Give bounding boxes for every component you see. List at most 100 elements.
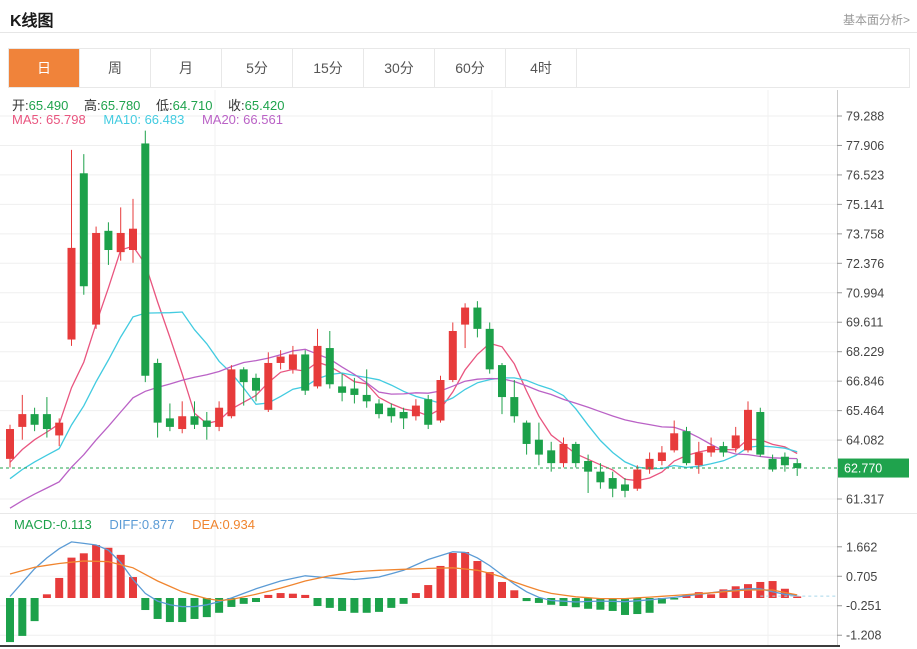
candle [104, 230, 113, 251]
candles [6, 130, 802, 498]
last-price-label: 62.770 [844, 462, 882, 476]
tab-5分[interactable]: 5分 [222, 49, 293, 87]
candle [522, 422, 531, 444]
candle [645, 458, 654, 470]
macd-bar [584, 598, 593, 609]
candle [498, 365, 506, 398]
ma10-legend: MA10: 66.483 [103, 112, 185, 127]
macd-bar [252, 598, 260, 603]
candle [387, 407, 396, 417]
macd-bar [338, 598, 347, 611]
candle [793, 463, 802, 469]
last-price-tag: 62.770 [838, 458, 909, 478]
macd-bar [92, 544, 101, 598]
candle [510, 397, 519, 417]
candle [227, 369, 236, 417]
macd-bar [313, 598, 322, 607]
axis-label: 65.464 [846, 404, 884, 418]
tab-周[interactable]: 周 [80, 49, 151, 87]
candle [608, 478, 617, 489]
macd-bar [461, 552, 470, 598]
candle [744, 409, 752, 451]
macd-bar [215, 598, 224, 613]
axis-label: 0.705 [846, 570, 877, 584]
open-label: 开: [12, 98, 29, 113]
macd-bar [288, 593, 297, 598]
tab-30分[interactable]: 30分 [364, 49, 435, 87]
candle [584, 460, 593, 472]
macd-bar [350, 598, 359, 613]
candle [780, 456, 789, 466]
candle [559, 443, 568, 464]
macd-bar [645, 598, 654, 613]
candle [534, 439, 543, 455]
macd-bar [387, 598, 396, 608]
tab-15分[interactable]: 15分 [293, 49, 364, 87]
axis-label: 75.141 [846, 198, 884, 212]
macd-bar [79, 553, 88, 598]
axis-label: 72.376 [846, 257, 884, 271]
axis-label: 70.994 [846, 286, 884, 300]
tab-日[interactable]: 日 [9, 49, 80, 87]
tab-月[interactable]: 月 [151, 49, 222, 87]
tab-60分[interactable]: 60分 [435, 49, 506, 87]
header-divider [0, 32, 917, 33]
candle [153, 362, 162, 423]
candle [719, 446, 728, 453]
macd-bar [621, 598, 629, 615]
candle [239, 369, 248, 383]
candle [338, 386, 347, 393]
macd-bar [276, 593, 285, 598]
axis-label: 76.523 [846, 168, 884, 182]
candle [202, 420, 211, 427]
axis-label: 79.288 [846, 110, 884, 124]
candle [375, 403, 383, 415]
axis-label: 69.611 [846, 316, 883, 330]
macd-bar [239, 598, 248, 604]
candle [116, 232, 125, 253]
candle [18, 414, 27, 427]
tab-4时[interactable]: 4时 [506, 49, 577, 87]
macd-bar [116, 554, 125, 598]
candle [79, 173, 88, 287]
macd-bar [6, 598, 14, 643]
macd-bar [498, 581, 506, 598]
open-value: 65.490 [28, 98, 69, 113]
candle [30, 414, 39, 425]
macd-bar [793, 596, 802, 598]
macd-bar [780, 588, 789, 598]
candle [448, 330, 457, 381]
ma20-line [9, 348, 798, 509]
candle [288, 354, 297, 370]
candle [731, 435, 740, 449]
macd-bar [731, 586, 740, 598]
candle [178, 416, 187, 430]
high-value: 65.780 [100, 98, 141, 113]
candle [362, 394, 371, 402]
axis-label: 68.229 [846, 345, 884, 359]
macd-bar [424, 585, 433, 598]
macd-bar [485, 572, 494, 598]
candle [424, 399, 433, 425]
macd-bar [694, 592, 703, 598]
diff-value: DIFF:0.877 [109, 517, 175, 532]
macd-bar [399, 598, 408, 604]
macd-bar [55, 577, 64, 598]
fundamental-analysis-link[interactable]: 基本面分析> [842, 13, 910, 27]
dea-value: DEA:0.934 [192, 517, 255, 532]
last-price-box [838, 458, 909, 478]
candle [325, 348, 334, 385]
macd-value: MACD:-0.113 [14, 517, 92, 532]
candle [67, 247, 76, 340]
diff-line [9, 541, 798, 608]
axis-label: 66.846 [846, 375, 884, 389]
candle [190, 416, 199, 425]
candle [547, 450, 556, 464]
candle [633, 469, 642, 489]
macd-lines [9, 541, 837, 608]
macd-bar [657, 598, 666, 604]
low-value: 64.710 [172, 98, 213, 113]
macd-bar [682, 594, 691, 598]
candle [350, 388, 359, 395]
